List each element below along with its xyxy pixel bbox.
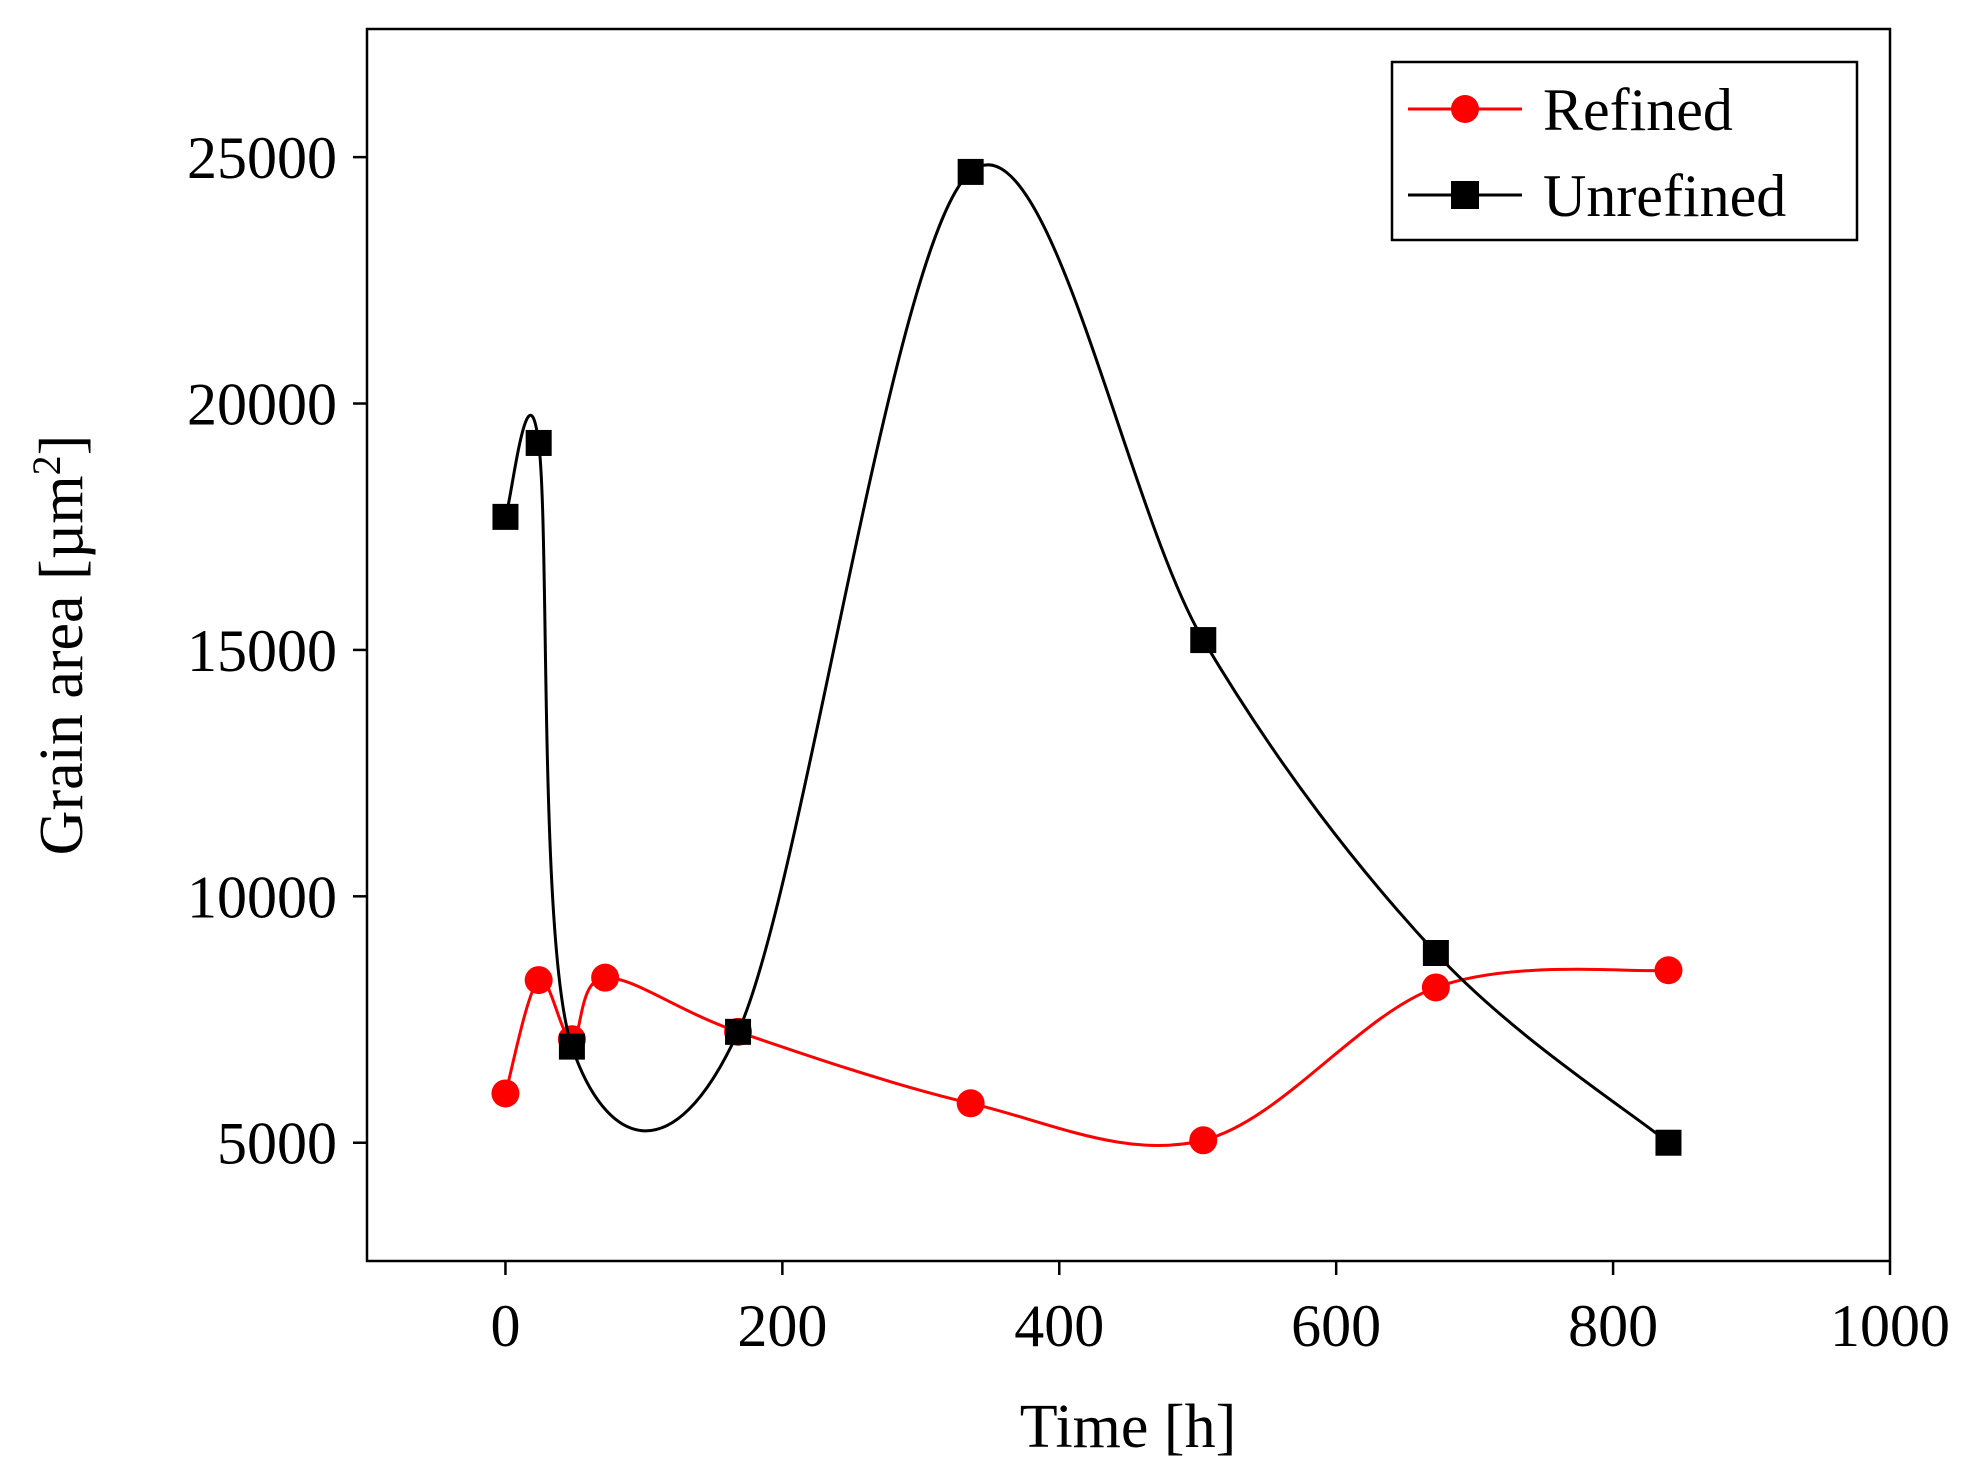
legend-refined-marker — [1451, 95, 1479, 123]
x-axis-title: Time [h] — [1020, 1393, 1236, 1461]
series-unrefined-point — [1190, 627, 1217, 654]
series-refined-point — [956, 1089, 985, 1118]
series-unrefined-line — [504, 163, 1670, 1144]
series-unrefined-point — [1655, 1129, 1682, 1156]
y-tick-label: 25000 — [187, 125, 337, 191]
x-tick-label: 800 — [1568, 1293, 1658, 1359]
legend-unrefined-label: Unrefined — [1543, 163, 1786, 229]
legend: Refined Unrefined — [1390, 60, 1859, 242]
series-unrefined — [492, 158, 1682, 1156]
series-layer — [491, 158, 1683, 1156]
series-refined-point — [1421, 973, 1450, 1002]
x-tick-label: 400 — [1014, 1293, 1104, 1359]
series-refined-point — [524, 966, 553, 995]
x-tick-label: 200 — [737, 1293, 827, 1359]
plot-frame — [365, 27, 1892, 1263]
x-tick-label: 600 — [1291, 1293, 1381, 1359]
series-unrefined-point — [492, 503, 519, 530]
series-refined — [491, 956, 1683, 1155]
legend-box — [1390, 60, 1859, 242]
y-axis-title-main: Grain area [µm — [28, 475, 96, 855]
x-tick-label: 0 — [490, 1293, 520, 1359]
x-tick-label: 1000 — [1830, 1293, 1950, 1359]
series-refined-line — [504, 967, 1669, 1148]
series-unrefined-point — [725, 1018, 752, 1045]
y-axis: 5000 10000 15000 20000 25000 — [187, 125, 367, 1177]
x-axis: 0 200 400 600 800 1000 — [490, 1261, 1950, 1359]
series-refined-point — [491, 1079, 520, 1108]
legend-unrefined-marker — [1451, 181, 1479, 209]
y-tick-label: 10000 — [187, 864, 337, 930]
y-axis-title: Grain area [µm2] — [24, 435, 96, 856]
series-unrefined-point — [558, 1033, 585, 1060]
series-refined-point — [1189, 1126, 1218, 1155]
series-unrefined-point — [1422, 940, 1449, 966]
legend-refined-label: Refined — [1543, 77, 1733, 143]
series-refined-point — [1654, 956, 1683, 985]
y-axis-title-close: ] — [28, 435, 96, 456]
series-unrefined-point — [525, 429, 552, 456]
y-tick-label: 20000 — [187, 372, 337, 438]
y-tick-label: 15000 — [187, 618, 337, 684]
y-tick-label: 5000 — [217, 1111, 337, 1177]
series-unrefined-point — [957, 158, 984, 185]
y-axis-title-superscript: 2 — [24, 455, 69, 475]
series-refined-point — [591, 963, 620, 992]
